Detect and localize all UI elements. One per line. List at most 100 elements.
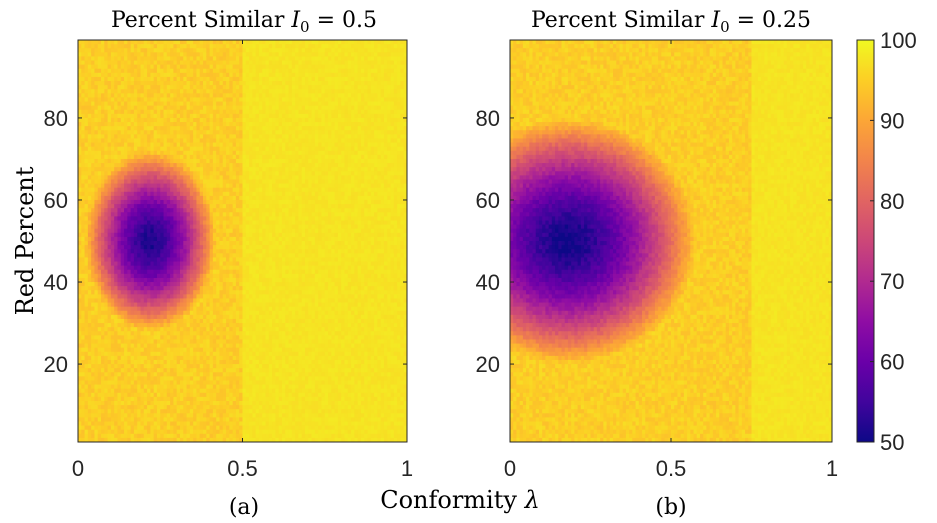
panel-a-cell — [180, 97, 184, 102]
panel-a-cell — [144, 249, 148, 254]
panel-a-cell — [121, 389, 125, 394]
panel-a-cell — [117, 233, 121, 238]
panel-a-cell — [183, 344, 187, 349]
panel-a-cell — [190, 311, 194, 316]
panel-a-cell — [180, 352, 184, 357]
panel-a-cell — [111, 397, 115, 402]
panel-a-cell — [144, 339, 148, 344]
panel-a-cell — [239, 397, 243, 402]
panel-a-cell — [173, 155, 177, 160]
panel-a-cell — [108, 204, 112, 209]
panel-a-cell — [229, 126, 233, 131]
panel-a-cell — [104, 65, 108, 70]
panel-a-cell — [187, 249, 191, 254]
panel-a-cell — [216, 335, 220, 340]
panel-a-cell — [223, 196, 227, 201]
panel-a-cell — [117, 257, 121, 262]
panel-a-cell — [177, 151, 181, 156]
panel-a-cell — [144, 188, 148, 193]
panel-a-cell — [147, 73, 151, 78]
panel-a-cell — [216, 118, 220, 123]
panel-a-cell — [104, 335, 108, 340]
panel-a-cell — [203, 360, 207, 365]
panel-a-cell — [108, 376, 112, 381]
panel-a-cell — [190, 89, 194, 94]
panel-a-cell — [177, 405, 181, 410]
panel-a-cell — [167, 249, 171, 254]
panel-a-cell — [233, 389, 237, 394]
panel-a-cell — [236, 134, 240, 139]
panel-a-cell — [160, 372, 164, 377]
panel-a-cell — [239, 257, 243, 262]
panel-a-cell — [124, 278, 128, 283]
panel-a-cell — [144, 389, 148, 394]
panel-a-cell — [243, 61, 247, 66]
panel-a-cell — [94, 323, 98, 328]
panel-a-cell — [141, 307, 145, 312]
panel-a-cell — [131, 97, 135, 102]
panel-a-cell — [236, 65, 240, 70]
panel-a-cell — [180, 147, 184, 152]
panel-a-cell — [150, 184, 154, 189]
panel-a-cell — [167, 245, 171, 250]
panel-a-cell — [78, 298, 82, 303]
panel-a-cell — [216, 274, 220, 279]
panel-a-cell — [104, 368, 108, 373]
panel-a-cell — [233, 216, 237, 221]
panel-a-cell — [137, 126, 141, 131]
panel-a-cell — [141, 376, 145, 381]
panel-a-cell — [131, 344, 135, 349]
panel-a-cell — [210, 270, 214, 275]
panel-a-cell — [233, 102, 237, 107]
panel-a-cell — [127, 327, 131, 332]
panel-a-cell — [150, 69, 154, 74]
panel-a-cell — [134, 335, 138, 340]
panel-a-cell — [187, 204, 191, 209]
panel-a-cell — [239, 85, 243, 90]
panel-a-cell — [137, 385, 141, 390]
panel-a-cell — [117, 147, 121, 152]
panel-a-cell — [183, 286, 187, 291]
panel-a-cell — [243, 270, 247, 275]
panel-a-cell — [144, 40, 148, 45]
panel-a-cell — [85, 85, 89, 90]
panel-a-cell — [160, 307, 164, 312]
panel-a-cell — [127, 52, 131, 57]
panel-a-cell — [85, 159, 89, 164]
panel-a-cell — [124, 179, 128, 184]
panel-a-cell — [117, 368, 121, 373]
panel-a-cell — [111, 417, 115, 422]
panel-a-cell — [114, 389, 118, 394]
panel-a-cell — [193, 372, 197, 377]
panel-a-cell — [183, 229, 187, 234]
panel-a-cell — [117, 188, 121, 193]
panel-a-cell — [101, 372, 105, 377]
panel-a-cell — [144, 171, 148, 176]
panel-a-cell — [104, 225, 108, 230]
panel-a-cell — [108, 147, 112, 152]
panel-a-cell — [154, 282, 158, 287]
panel-a-cell — [134, 339, 138, 344]
panel-a-cell — [233, 233, 237, 238]
panel-a-cell — [190, 352, 194, 357]
panel-a-cell — [157, 270, 161, 275]
panel-a-cell — [131, 69, 135, 74]
panel-a-cell — [108, 216, 112, 221]
panel-a-cell — [206, 311, 210, 316]
panel-a-cell — [160, 368, 164, 373]
panel-a-cell — [200, 56, 204, 61]
panel-a-cell — [193, 413, 197, 418]
panel-a-cell — [216, 253, 220, 258]
panel-a-cell — [173, 421, 177, 426]
panel-a-cell — [121, 323, 125, 328]
panel-a-cell — [121, 364, 125, 369]
panel-a-cell — [144, 220, 148, 225]
panel-a-cell — [104, 229, 108, 234]
panel-a-cell — [183, 122, 187, 127]
panel-a-cell — [147, 278, 151, 283]
panel-a-cell — [236, 311, 240, 316]
panel-a-cell — [94, 155, 98, 160]
panel-a-cell — [229, 360, 233, 365]
panel-a-cell — [239, 106, 243, 111]
panel-a-cell — [94, 364, 98, 369]
